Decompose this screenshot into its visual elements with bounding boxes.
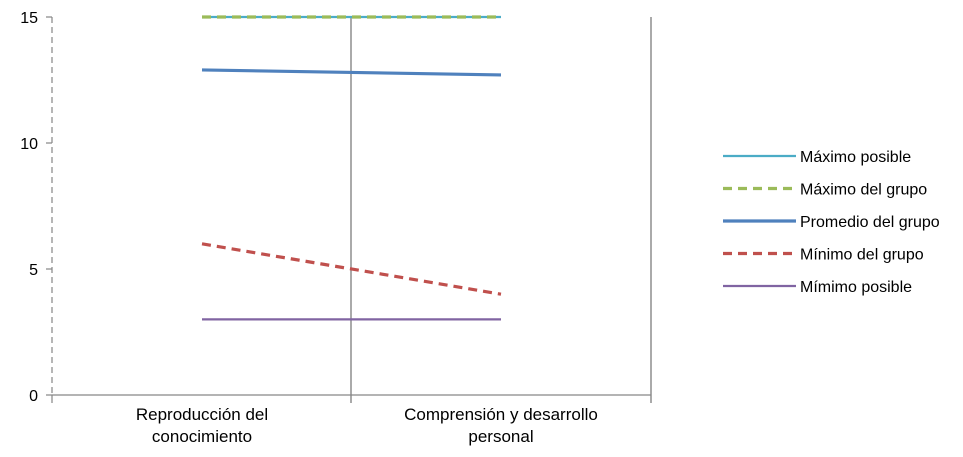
y-tick-labels: 0 5 10 15 [20, 10, 52, 405]
x-category-label: Reproducción del conocimiento [136, 405, 268, 446]
legend-label: Mímimo posible [800, 279, 912, 296]
y-tick-label: 15 [20, 10, 38, 27]
legend-label: Máximo posible [800, 149, 911, 166]
y-tick-label: 0 [29, 388, 38, 405]
series-lines [201, 15, 502, 321]
y-tick-label: 10 [20, 136, 38, 153]
series-line [201, 68, 502, 77]
legend-label: Máximo del grupo [800, 182, 927, 199]
x-category-label: Comprensión y desarrollo personal [404, 405, 598, 446]
chart-axes [51, 17, 652, 403]
legend-label: Mínimo del grupo [800, 247, 924, 264]
y-tick-label: 5 [29, 262, 38, 279]
legend: Máximo posible Máximo del grupo Promedio d… [723, 149, 940, 296]
series-line [201, 242, 502, 296]
x-category-labels: Reproducción del conocimiento Comprensión … [136, 405, 598, 446]
legend-label: Promedio del grupo [800, 214, 940, 231]
